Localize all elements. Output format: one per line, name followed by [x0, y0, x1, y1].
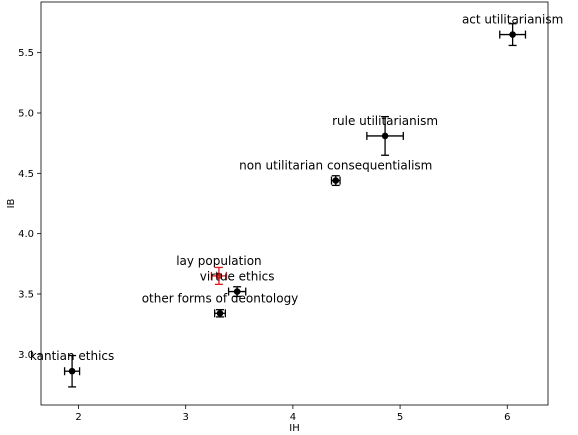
data-point-marker	[68, 367, 76, 375]
y-tick-label: 5.5	[18, 48, 34, 59]
data-point-group: rule utilitarianism	[332, 114, 438, 156]
data-point-label: virtue ethics	[200, 270, 275, 284]
y-tick-label: 3.0	[18, 350, 34, 361]
data-point-group: act utilitarianism	[462, 13, 563, 47]
data-point-label: act utilitarianism	[462, 13, 563, 27]
data-point-label: rule utilitarianism	[332, 114, 438, 128]
x-axis-label: IH	[289, 423, 299, 434]
x-axis-ticks: 2 3 4 5 6	[75, 405, 510, 423]
data-point-label: lay population	[176, 254, 261, 268]
data-point-marker	[509, 31, 516, 38]
x-tick-label: 2	[75, 412, 81, 423]
y-tick-label: 4.5	[18, 169, 34, 180]
x-tick-label: 6	[504, 412, 510, 423]
data-point-marker	[332, 177, 340, 184]
data-point-group: other forms of deontology	[142, 291, 299, 318]
y-tick-label: 3.5	[18, 289, 34, 300]
y-tick-label: 5.0	[18, 109, 34, 120]
y-tick-label: 4.0	[18, 229, 34, 240]
x-tick-label: 5	[397, 412, 403, 423]
y-axis-label: IB	[6, 198, 17, 208]
data-point-label: kantian ethics	[30, 349, 114, 363]
x-tick-label: 3	[183, 412, 189, 423]
y-axis-ticks: 3.0 3.5 4.0 4.5 5.0 5.5	[18, 48, 41, 361]
data-point-marker	[233, 288, 241, 295]
data-point-marker	[381, 132, 389, 140]
data-point-marker	[215, 272, 223, 280]
data-point-marker	[216, 309, 224, 317]
plot-frame	[40, 1, 549, 406]
data-point-label: other forms of deontology	[142, 291, 299, 305]
data-point-label: non utilitarian consequentialism	[239, 159, 432, 173]
data-point-group: kantian ethics	[30, 349, 114, 388]
data-point-group: virtue ethics	[200, 270, 275, 298]
x-tick-label: 4	[290, 412, 296, 423]
data-point-group: lay population	[176, 254, 262, 285]
data-point-group: non utilitarian consequentialism	[239, 159, 432, 187]
data-points: act utilitarianism rule utilitarianism non…	[30, 13, 563, 388]
